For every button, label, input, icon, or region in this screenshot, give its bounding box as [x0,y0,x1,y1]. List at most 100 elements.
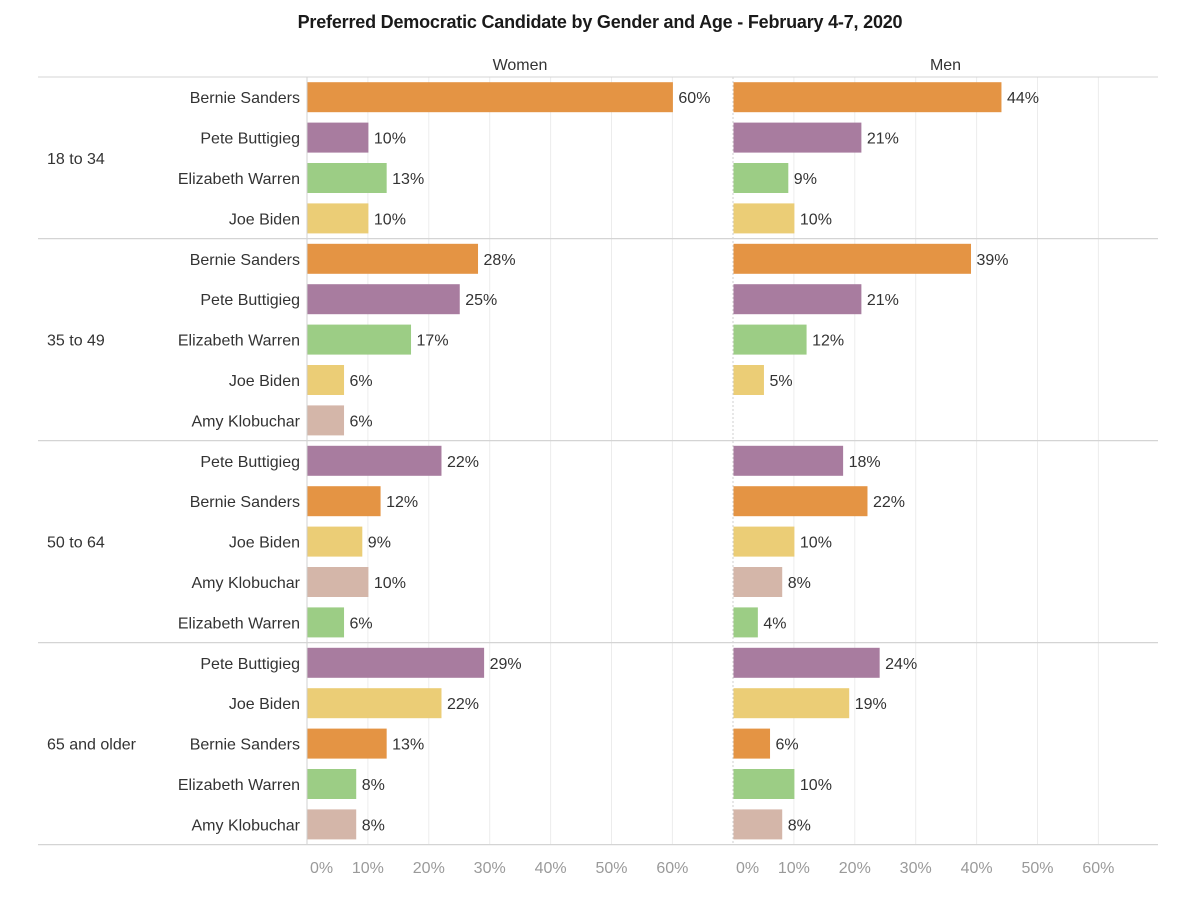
candidate-label: Elizabeth Warren [178,615,300,632]
bar-women [307,284,460,315]
value-label-women: 6% [350,615,373,632]
value-label-women: 8% [362,777,385,794]
x-tick-label: 20% [413,860,445,877]
candidate-label: Amy Klobuchar [192,575,301,592]
bar-women [307,163,387,193]
value-label-women: 13% [392,737,424,754]
bar-men [733,728,771,759]
candidate-label: Bernie Sanders [190,737,300,754]
value-label-women: 10% [374,211,406,228]
x-tick-label: 0% [310,860,333,877]
value-label-men: 6% [776,737,799,754]
candidate-label: Joe Biden [229,696,300,713]
bar-men [733,809,783,840]
value-label-men: 19% [855,696,887,713]
value-label-women: 60% [678,90,710,107]
value-label-men: 12% [812,333,844,350]
bar-women [307,486,381,517]
x-tick-label: 40% [535,860,567,877]
bar-women [307,647,485,678]
candidate-label: Joe Biden [229,211,300,228]
value-label-men: 9% [794,171,817,188]
candidate-label: Bernie Sanders [190,494,300,511]
x-tick-label: 0% [736,860,759,877]
value-label-men: 10% [800,777,832,794]
x-tick-label: 30% [474,860,506,877]
value-label-women: 13% [392,171,424,188]
bar-men [733,486,868,517]
x-tick-label: 10% [778,860,810,877]
value-label-women: 10% [374,131,406,148]
value-label-men: 10% [800,535,832,552]
age-group-label: 18 to 34 [47,151,105,168]
bar-men [733,647,880,678]
value-label-men: 24% [885,656,917,673]
candidate-label: Amy Klobuchar [192,817,301,834]
value-label-women: 6% [350,373,373,390]
value-label-women: 22% [447,454,479,471]
candidate-label: Bernie Sanders [190,252,300,269]
value-label-men: 4% [763,615,786,632]
bar-men [733,82,1002,113]
candidate-label: Bernie Sanders [190,90,300,107]
bar-women [307,728,387,759]
x-tick-label: 50% [1021,860,1053,877]
bar-women [307,122,369,153]
candidate-label: Elizabeth Warren [178,333,300,350]
bar-men [733,365,764,395]
x-tick-label: 30% [900,860,932,877]
bar-women [307,365,345,395]
age-group: 65 and older Pete Buttigieg 29% 24% Joe Bide… [47,647,917,840]
bar-men [733,567,783,597]
bar-women [307,445,442,476]
bar-women [307,82,673,113]
value-label-women: 28% [484,252,516,269]
bar-women [307,809,357,840]
candidate-label: Pete Buttigieg [200,292,300,309]
value-label-men: 8% [788,575,811,592]
bar-women [307,324,412,355]
candidate-label: Joe Biden [229,535,300,552]
age-group-label: 65 and older [47,737,137,754]
x-tick-label: 40% [961,860,993,877]
bar-women [307,567,369,597]
age-group: 50 to 64 Pete Buttigieg 22% 18% Bernie Sande… [47,445,905,638]
value-label-men: 8% [788,817,811,834]
x-tick-label: 10% [352,860,384,877]
age-group-label: 35 to 49 [47,333,105,350]
bar-men [733,163,789,193]
value-label-women: 12% [386,494,418,511]
candidate-label: Pete Buttigieg [200,656,300,673]
value-label-men: 10% [800,211,832,228]
panel-header-men: Men [930,57,961,74]
candidate-label: Pete Buttigieg [200,454,300,471]
value-label-women: 9% [368,535,391,552]
x-tick-label: 60% [656,860,688,877]
candidate-label: Elizabeth Warren [178,777,300,794]
value-label-women: 25% [465,292,497,309]
value-label-women: 22% [447,696,479,713]
candidate-label: Amy Klobuchar [192,413,301,430]
bar-women [307,405,345,436]
value-label-women: 8% [362,817,385,834]
candidate-label: Pete Buttigieg [200,131,300,148]
value-label-women: 29% [490,656,522,673]
value-label-men: 21% [867,131,899,148]
bar-women [307,203,369,234]
bar-men [733,607,758,638]
bar-men [733,445,844,476]
value-label-men: 18% [849,454,881,471]
value-label-men: 44% [1007,90,1039,107]
bar-men [733,122,862,153]
value-label-men: 21% [867,292,899,309]
bar-men [733,769,795,799]
bar-women [307,607,345,638]
x-tick-label: 20% [839,860,871,877]
x-tick-label: 60% [1082,860,1114,877]
bar-women [307,688,442,719]
chart-title: Preferred Democratic Candidate by Gender… [297,12,903,32]
value-label-women: 6% [350,413,373,430]
bar-men [733,203,795,234]
value-label-men: 22% [873,494,905,511]
